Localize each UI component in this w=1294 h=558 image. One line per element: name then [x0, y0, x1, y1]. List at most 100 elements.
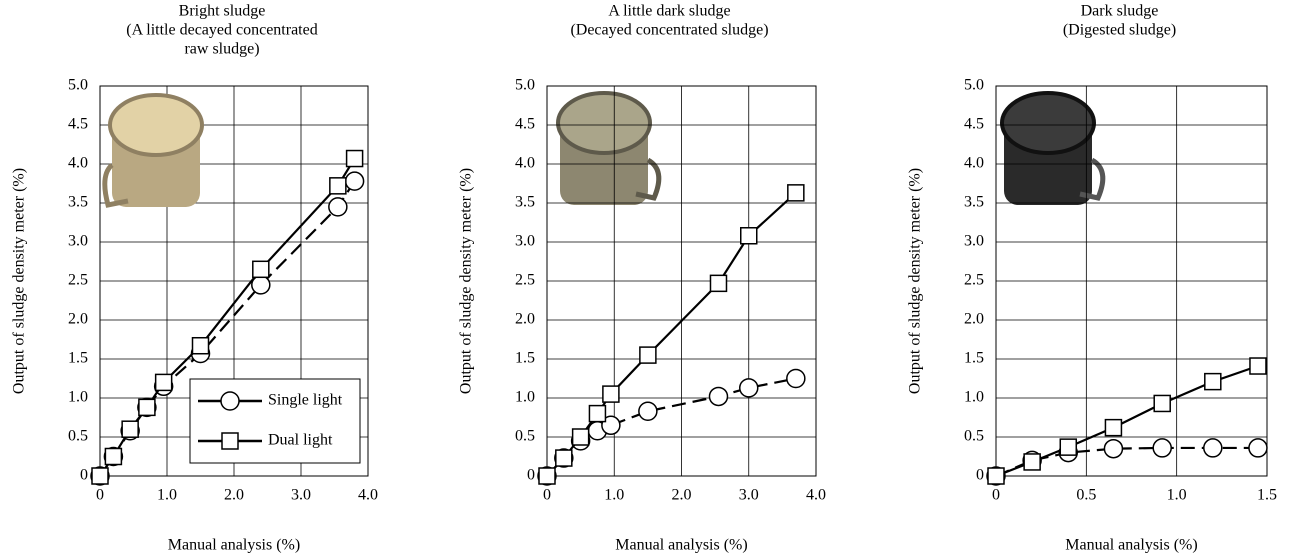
marker: [588, 404, 607, 423]
y-tick-label: 1.5: [515, 350, 535, 367]
x-tick-label: 2.0: [224, 487, 244, 504]
y-tick-label: 2.0: [68, 311, 88, 328]
legend: [189, 378, 361, 464]
marker: [1249, 357, 1267, 375]
marker: [328, 197, 348, 217]
marker: [329, 177, 347, 195]
x-axis-label: Manual analysis (%): [1065, 537, 1197, 554]
y-tick-label: 0: [80, 467, 88, 484]
marker: [571, 428, 590, 446]
x-tick-label: 3.0: [739, 487, 759, 504]
y-tick-label: 1.0: [964, 389, 984, 406]
y-tick-label: 0: [976, 467, 984, 484]
marker: [739, 378, 759, 398]
y-axis-label: Output of sludge density meter (%): [11, 168, 28, 394]
marker: [1203, 438, 1223, 458]
marker: [638, 401, 658, 422]
marker: [602, 385, 620, 403]
x-tick-label: 0: [992, 487, 1000, 504]
marker: [1059, 438, 1078, 456]
marker: [91, 467, 109, 485]
marker: [787, 184, 805, 202]
y-tick-label: 2.5: [68, 272, 88, 289]
legend-marker: [221, 432, 239, 450]
plot-frame: [546, 85, 817, 477]
chart-title: (A little decayed concentrated: [126, 22, 317, 39]
y-tick-label: 4.5: [68, 116, 88, 133]
x-tick-label: 0: [543, 487, 551, 504]
photo: [556, 91, 662, 205]
y-tick-label: 0: [527, 467, 535, 484]
y-tick-label: 5.0: [68, 77, 88, 94]
x-tick-label: 4.0: [806, 487, 826, 504]
photo: [1000, 91, 1106, 205]
y-tick-label: 2.5: [515, 272, 535, 289]
y-tick-label: 3.5: [515, 194, 535, 211]
x-tick-label: 3.0: [291, 487, 311, 504]
marker: [1103, 438, 1124, 459]
y-axis-label: Output of sludge density meter (%): [907, 168, 924, 394]
y-tick-label: 3.0: [964, 233, 984, 250]
y-tick-label: 4.5: [515, 116, 535, 133]
marker: [709, 274, 728, 293]
y-tick-label: 4.0: [964, 155, 984, 172]
marker: [1023, 453, 1041, 471]
x-tick-label: 0: [96, 487, 104, 504]
y-axis-label: Output of sludge density meter (%): [458, 168, 475, 394]
y-tick-label: 3.0: [515, 233, 535, 250]
x-tick-label: 0.5: [1076, 487, 1096, 504]
chart-title: raw sludge): [184, 41, 259, 58]
y-tick-label: 1.0: [68, 389, 88, 406]
marker: [1104, 418, 1123, 437]
y-tick-label: 4.5: [964, 116, 984, 133]
chart-title: A little dark sludge: [608, 3, 730, 20]
chart-title: Dark sludge: [1081, 3, 1159, 20]
y-tick-label: 0.5: [515, 428, 535, 445]
y-tick-label: 4.0: [515, 155, 535, 172]
x-axis-label: Manual analysis (%): [168, 537, 300, 554]
y-tick-label: 3.5: [68, 194, 88, 211]
y-tick-label: 5.0: [964, 77, 984, 94]
legend-label: Single light: [268, 392, 343, 409]
marker: [138, 398, 156, 417]
marker: [154, 373, 173, 392]
marker: [1153, 394, 1171, 413]
marker: [345, 149, 364, 168]
legend-label: Dual light: [268, 432, 333, 449]
marker: [538, 467, 556, 485]
marker: [639, 346, 657, 364]
series-line: [546, 377, 797, 477]
y-tick-label: 1.5: [964, 350, 984, 367]
marker: [344, 171, 365, 191]
marker: [252, 260, 270, 279]
y-tick-label: 1.5: [68, 350, 88, 367]
chart-title: (Decayed concentrated sludge): [570, 22, 768, 39]
marker: [601, 415, 621, 436]
x-tick-label: 2.0: [672, 487, 692, 504]
marker: [1204, 372, 1222, 391]
marker: [740, 227, 758, 245]
chart-title: (Digested sludge): [1063, 22, 1176, 39]
marker: [786, 368, 806, 389]
legend-marker: [220, 391, 240, 411]
y-tick-label: 0.5: [68, 428, 88, 445]
marker: [191, 336, 210, 355]
y-tick-label: 4.0: [68, 155, 88, 172]
marker: [121, 420, 139, 438]
marker: [708, 386, 729, 407]
marker: [987, 467, 1005, 485]
x-tick-label: 4.0: [358, 487, 378, 504]
x-tick-label: 1.0: [1167, 487, 1187, 504]
y-tick-label: 2.0: [964, 311, 984, 328]
x-axis-label: Manual analysis (%): [615, 537, 747, 554]
y-tick-label: 2.0: [515, 311, 535, 328]
x-tick-label: 1.0: [604, 487, 624, 504]
y-tick-label: 1.0: [515, 389, 535, 406]
plot-frame: [995, 85, 1268, 477]
y-tick-label: 3.5: [964, 194, 984, 211]
marker: [555, 449, 573, 467]
y-tick-label: 5.0: [515, 77, 535, 94]
x-tick-label: 1.5: [1257, 487, 1277, 504]
chart-title: Bright sludge: [179, 3, 266, 20]
